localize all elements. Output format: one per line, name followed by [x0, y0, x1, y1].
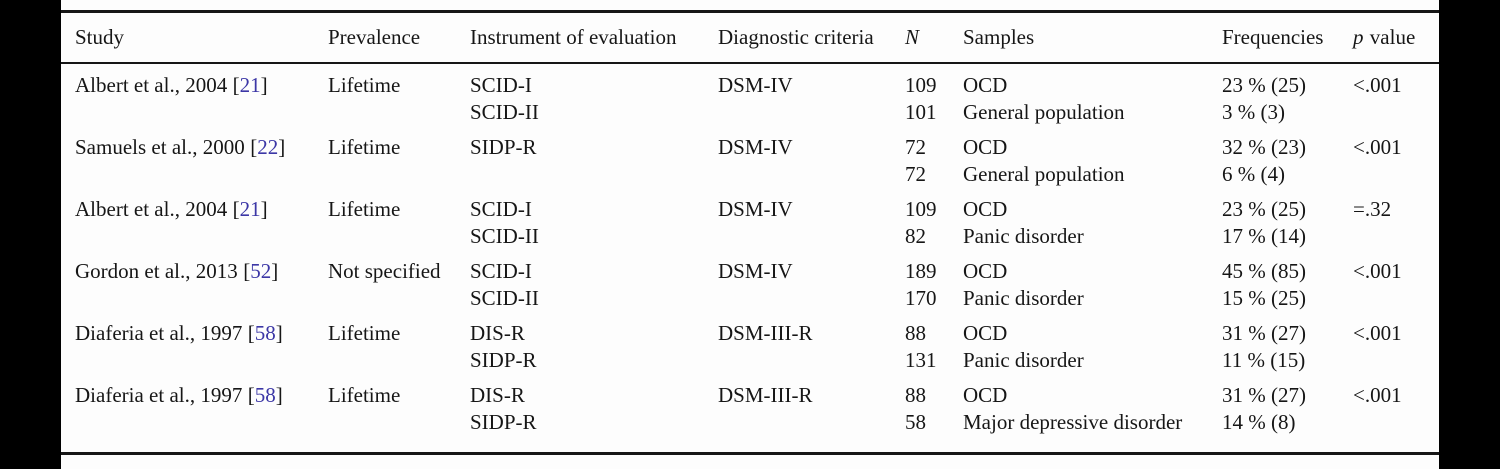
frequencies-cell: 23 % (25) 3 % (3) — [1222, 72, 1306, 124]
prevalence-cell: Lifetime — [328, 134, 401, 159]
p-value-cell: <.001 — [1353, 320, 1402, 345]
bracket-close: ] — [260, 196, 268, 221]
bracket-close: ] — [271, 258, 279, 283]
study-label: Diaferia et al., 1997 — [75, 382, 243, 407]
samples-cell: OCD General population — [963, 134, 1125, 186]
study-label: Albert et al., 2004 — [75, 196, 228, 221]
n-cell: 72 72 — [905, 134, 926, 186]
column-header-frequencies: Frequencies — [1208, 11, 1339, 64]
column-header-samples: Samples — [949, 11, 1208, 64]
criteria-cell: DSM-IV — [718, 72, 793, 97]
instrument-cell: SIDP-R — [470, 134, 537, 159]
citation: [21] — [233, 197, 268, 221]
study-cell: Samuels et al., 2000 [22] — [61, 126, 314, 188]
study-label: Albert et al., 2004 — [75, 72, 228, 97]
bracket-open: [ — [243, 258, 251, 283]
study-cell: Diaferia et al., 1997 [58] — [61, 374, 314, 454]
citation-link[interactable]: 21 — [239, 72, 261, 97]
study-cell: Gordon et al., 2013 [52] — [61, 250, 314, 312]
table-row: Diaferia et al., 1997 [58] Lifetime DIS-R… — [61, 374, 1439, 454]
column-header-prevalence: Prevalence — [314, 11, 456, 64]
table-row: Samuels et al., 2000 [22] Lifetime SIDP-R… — [61, 126, 1439, 188]
p-value-cell: <.001 — [1353, 382, 1402, 407]
samples-cell: OCD Panic disorder — [963, 196, 1084, 248]
bracket-open: [ — [250, 134, 258, 159]
instrument-cell: DIS-R SIDP-R — [470, 320, 537, 372]
n-cell: 189 170 — [905, 258, 937, 310]
samples-cell: OCD Panic disorder — [963, 320, 1084, 372]
column-header-n: N — [891, 11, 949, 64]
citation-link[interactable]: 22 — [257, 134, 279, 159]
study-cell: Albert et al., 2004 [21] — [61, 188, 314, 250]
study-label: Diaferia et al., 1997 — [75, 320, 243, 345]
citation: [58] — [248, 383, 283, 407]
n-cell: 109 101 — [905, 72, 937, 124]
bracket-open: [ — [232, 72, 240, 97]
instrument-cell: SCID-I SCID-II — [470, 196, 539, 248]
prevalence-table: Study Prevalence Instrument of evaluatio… — [61, 10, 1439, 455]
citation: [22] — [250, 135, 285, 159]
frequencies-cell: 32 % (23) 6 % (4) — [1222, 134, 1306, 186]
bracket-open: [ — [247, 382, 255, 407]
instrument-cell: DIS-R SIDP-R — [470, 382, 537, 434]
criteria-cell: DSM-IV — [718, 134, 793, 159]
prevalence-cell: Not specified — [328, 258, 441, 283]
table-row: Albert et al., 2004 [21] Lifetime SCID-I S… — [61, 188, 1439, 250]
n-cell: 109 82 — [905, 196, 937, 248]
bracket-open: [ — [232, 196, 240, 221]
p-value-cell: <.001 — [1353, 134, 1402, 159]
citation: [58] — [248, 321, 283, 345]
prevalence-cell: Lifetime — [328, 196, 401, 221]
study-cell: Albert et al., 2004 [21] — [61, 63, 314, 126]
citation-link[interactable]: 52 — [250, 258, 272, 283]
column-header-instrument: Instrument of evaluation — [456, 11, 704, 64]
instrument-cell: SCID-I SCID-II — [470, 258, 539, 310]
study-cell: Diaferia et al., 1997 [58] — [61, 312, 314, 374]
instrument-cell: SCID-I SCID-II — [470, 72, 539, 124]
p-value-cell: =.32 — [1353, 196, 1392, 221]
criteria-cell: DSM-IV — [718, 196, 793, 221]
citation-link[interactable]: 21 — [239, 196, 261, 221]
column-header-study: Study — [61, 11, 314, 64]
table-row: Diaferia et al., 1997 [58] Lifetime DIS-R… — [61, 312, 1439, 374]
bracket-close: ] — [260, 72, 268, 97]
frequencies-cell: 45 % (85) 15 % (25) — [1222, 258, 1306, 310]
prevalence-cell: Lifetime — [328, 72, 401, 97]
p-value-cell: <.001 — [1353, 258, 1402, 283]
criteria-cell: DSM-IV — [718, 258, 793, 283]
bracket-close: ] — [275, 320, 283, 345]
samples-cell: OCD Panic disorder — [963, 258, 1084, 310]
p-value-cell: <.001 — [1353, 72, 1402, 97]
frequencies-cell: 31 % (27) 14 % (8) — [1222, 382, 1306, 434]
frequencies-cell: 23 % (25) 17 % (14) — [1222, 196, 1306, 248]
column-header-criteria: Diagnostic criteria — [704, 11, 891, 64]
table-row: Gordon et al., 2013 [52] Not specified SC… — [61, 250, 1439, 312]
study-label: Gordon et al., 2013 — [75, 258, 238, 283]
n-cell: 88 131 — [905, 320, 937, 372]
table-row: Albert et al., 2004 [21] Lifetime SCID-I S… — [61, 63, 1439, 126]
n-cell: 88 58 — [905, 382, 926, 434]
citation-link[interactable]: 58 — [254, 382, 276, 407]
bracket-open: [ — [247, 320, 255, 345]
citation: [52] — [243, 259, 278, 283]
column-header-p-value: p value — [1339, 11, 1439, 64]
frequencies-cell: 31 % (27) 11 % (15) — [1222, 320, 1306, 372]
prevalence-cell: Lifetime — [328, 320, 401, 345]
citation-link[interactable]: 58 — [254, 320, 276, 345]
citation: [21] — [233, 73, 268, 97]
prevalence-cell: Lifetime — [328, 382, 401, 407]
criteria-cell: DSM-III-R — [718, 320, 813, 345]
header-row: Study Prevalence Instrument of evaluatio… — [61, 11, 1439, 64]
bracket-close: ] — [278, 134, 286, 159]
table-panel: Study Prevalence Instrument of evaluatio… — [61, 0, 1439, 469]
study-label: Samuels et al., 2000 — [75, 134, 245, 159]
bracket-close: ] — [275, 382, 283, 407]
criteria-cell: DSM-III-R — [718, 382, 813, 407]
samples-cell: OCD General population — [963, 72, 1125, 124]
samples-cell: OCD Major depressive disorder — [963, 382, 1183, 434]
